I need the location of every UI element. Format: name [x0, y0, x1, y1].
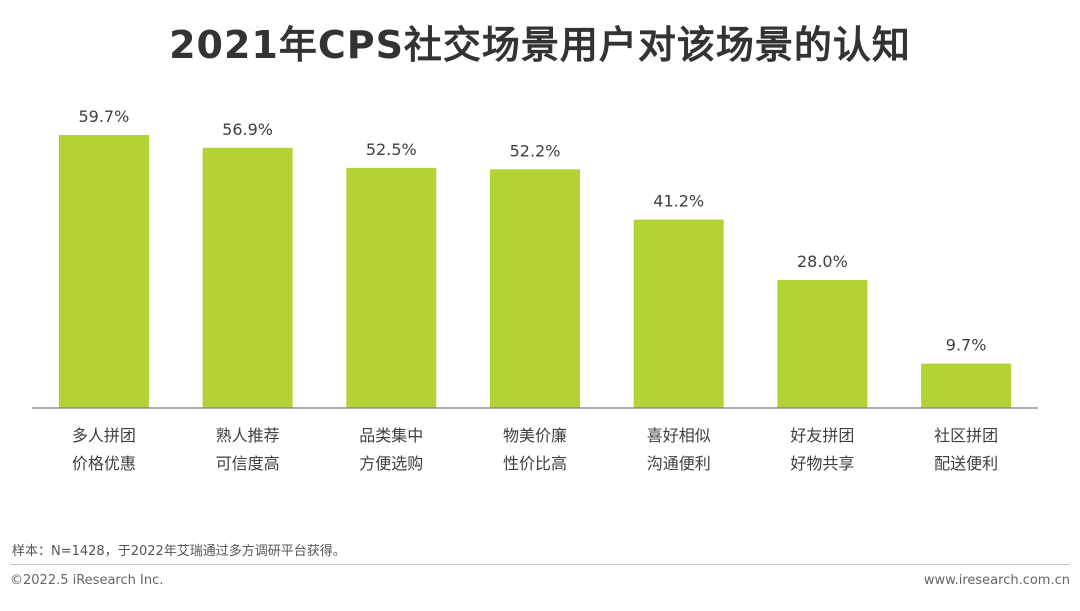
bar — [58, 135, 149, 408]
bar — [921, 363, 1012, 408]
category-label: 物美价廉 — [503, 426, 567, 445]
category-label: 熟人推荐 — [216, 426, 280, 445]
data-label: 52.2% — [510, 141, 561, 160]
data-label: 52.5% — [366, 140, 417, 159]
category-label: 好物共享 — [790, 454, 854, 473]
data-label: 28.0% — [797, 252, 848, 271]
category-label: 喜好相似 — [647, 426, 711, 445]
category-label: 配送便利 — [934, 454, 998, 473]
category-label: 沟通便利 — [647, 454, 711, 473]
bar — [633, 219, 724, 408]
data-label: 56.9% — [222, 120, 273, 139]
bar — [202, 147, 293, 409]
category-label: 品类集中 — [359, 426, 423, 445]
data-label: 41.2% — [653, 192, 704, 211]
bar — [346, 167, 437, 408]
sample-note: 样本：N=1428，于2022年艾瑞通过多方调研平台获得。 — [12, 544, 346, 559]
bar — [777, 280, 868, 408]
bar — [490, 169, 580, 408]
data-label: 59.7% — [78, 107, 129, 126]
category-label: 社区拼团 — [934, 426, 998, 445]
category-label: 价格优惠 — [72, 454, 136, 473]
data-label: 9.7% — [946, 336, 987, 355]
footer-divider — [10, 564, 1070, 565]
category-label: 好友拼团 — [790, 426, 854, 445]
footer-website: www.iresearch.com.cn — [923, 573, 1070, 588]
chart-title: 2021年CPS社交场景用户对该场景的认知 — [169, 23, 911, 67]
footer-copyright: ©2022.5 iResearch Inc. — [10, 573, 164, 588]
category-label: 多人拼团 — [72, 426, 136, 445]
category-label: 性价比高 — [503, 454, 567, 473]
category-label: 方便选购 — [359, 454, 423, 473]
category-label: 可信度高 — [216, 454, 280, 473]
